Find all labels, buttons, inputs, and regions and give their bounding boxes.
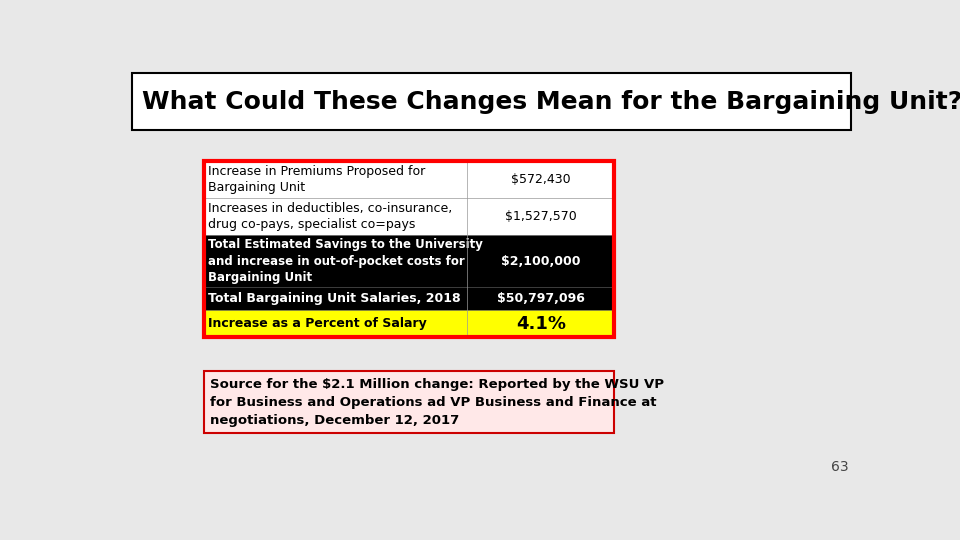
Bar <box>468 287 614 310</box>
Bar <box>204 161 468 198</box>
Text: Total Estimated Savings to the University
and increase in out-of-pocket costs fo: Total Estimated Savings to the Universit… <box>208 238 483 284</box>
Bar <box>204 287 468 310</box>
Bar <box>132 73 851 130</box>
Text: $50,797,096: $50,797,096 <box>497 292 585 306</box>
Text: Total Bargaining Unit Salaries, 2018: Total Bargaining Unit Salaries, 2018 <box>208 292 461 306</box>
Text: 63: 63 <box>830 461 849 475</box>
Bar <box>204 372 614 433</box>
Text: $1,527,570: $1,527,570 <box>505 210 577 223</box>
Bar <box>468 310 614 336</box>
Bar <box>468 161 614 198</box>
Text: Increases in deductibles, co-insurance,
drug co-pays, specialist co=pays: Increases in deductibles, co-insurance, … <box>208 202 452 231</box>
Bar <box>204 310 468 336</box>
Text: $2,100,000: $2,100,000 <box>501 255 581 268</box>
Bar <box>204 235 468 287</box>
Text: $572,430: $572,430 <box>511 173 570 186</box>
Bar <box>468 198 614 235</box>
Text: Increase as a Percent of Salary: Increase as a Percent of Salary <box>208 317 427 330</box>
Bar <box>204 198 468 235</box>
Text: What Could These Changes Mean for the Bargaining Unit?: What Could These Changes Mean for the Ba… <box>142 90 960 114</box>
Text: Source for the $2.1 Million change: Reported by the WSU VP
for Business and Oper: Source for the $2.1 Million change: Repo… <box>210 377 664 427</box>
Text: Increase in Premiums Proposed for
Bargaining Unit: Increase in Premiums Proposed for Bargai… <box>208 165 425 194</box>
Text: 4.1%: 4.1% <box>516 314 565 333</box>
Bar <box>204 161 614 336</box>
Bar <box>468 235 614 287</box>
